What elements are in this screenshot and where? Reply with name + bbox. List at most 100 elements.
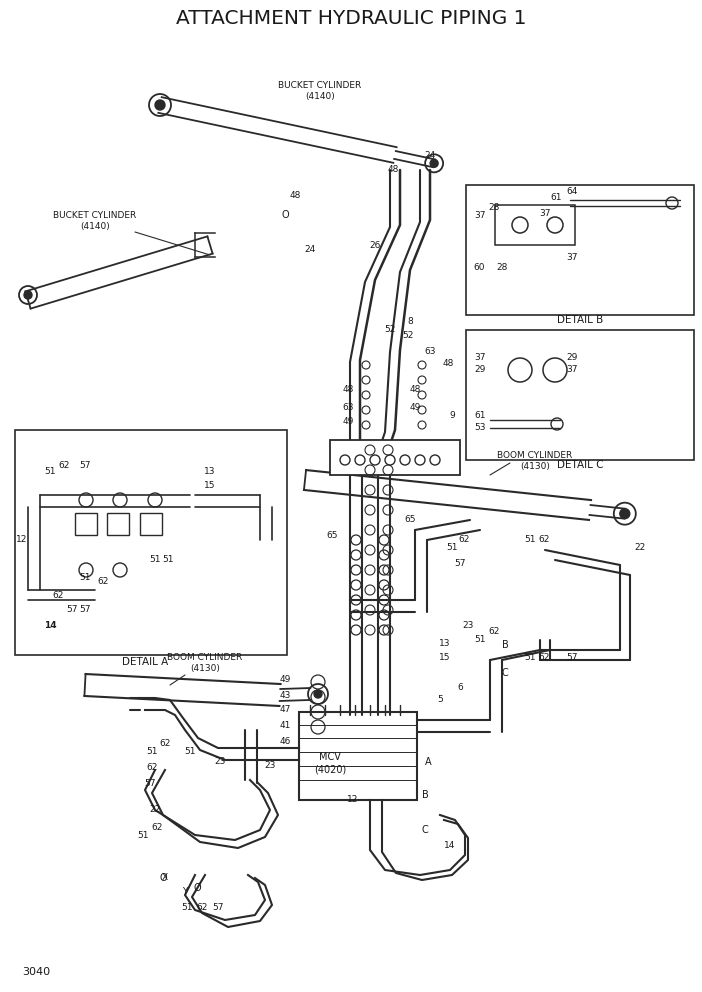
Text: 46: 46 bbox=[279, 736, 291, 746]
Text: 37: 37 bbox=[475, 210, 486, 219]
Text: 51: 51 bbox=[181, 903, 193, 912]
Text: 51: 51 bbox=[524, 536, 536, 545]
Text: 48: 48 bbox=[289, 190, 300, 199]
Text: 26: 26 bbox=[369, 240, 380, 250]
Text: 51: 51 bbox=[184, 748, 196, 757]
Bar bbox=[15, 430, 287, 655]
Text: 22: 22 bbox=[150, 806, 161, 814]
Text: (4020): (4020) bbox=[314, 765, 346, 775]
Text: 3040: 3040 bbox=[22, 967, 50, 977]
Text: 57: 57 bbox=[66, 605, 78, 614]
Text: 41: 41 bbox=[279, 721, 291, 730]
Circle shape bbox=[155, 100, 165, 110]
Text: 61: 61 bbox=[550, 193, 562, 202]
Text: 60: 60 bbox=[473, 264, 485, 273]
Text: 37: 37 bbox=[539, 208, 551, 217]
Text: 29: 29 bbox=[567, 352, 578, 361]
Text: BOOM CYLINDER: BOOM CYLINDER bbox=[167, 654, 243, 663]
Text: 62: 62 bbox=[159, 738, 171, 748]
Text: B: B bbox=[502, 640, 508, 650]
Text: 13: 13 bbox=[204, 467, 216, 476]
Text: 65: 65 bbox=[326, 531, 338, 540]
Text: DETAIL A: DETAIL A bbox=[122, 657, 168, 667]
Text: 51: 51 bbox=[162, 556, 174, 564]
Text: 37: 37 bbox=[475, 352, 486, 361]
Text: O: O bbox=[159, 873, 167, 883]
Text: 48: 48 bbox=[388, 166, 399, 175]
Text: B: B bbox=[422, 790, 428, 800]
Text: BUCKET CYLINDER: BUCKET CYLINDER bbox=[53, 210, 137, 219]
Text: O: O bbox=[193, 883, 201, 893]
Text: 49: 49 bbox=[409, 403, 420, 412]
Text: 51: 51 bbox=[44, 467, 55, 476]
Circle shape bbox=[24, 291, 32, 299]
Text: DETAIL B: DETAIL B bbox=[557, 315, 603, 325]
Bar bbox=[466, 185, 694, 315]
Text: 52: 52 bbox=[384, 325, 396, 334]
Text: 37: 37 bbox=[567, 253, 578, 262]
Text: 57: 57 bbox=[79, 605, 91, 614]
Text: MCV: MCV bbox=[319, 752, 341, 762]
Text: 52: 52 bbox=[402, 330, 413, 339]
Text: 49: 49 bbox=[343, 418, 354, 427]
Text: 12: 12 bbox=[347, 796, 359, 805]
Text: 62: 62 bbox=[489, 628, 500, 637]
Text: C: C bbox=[422, 825, 428, 835]
Text: 65: 65 bbox=[404, 516, 416, 525]
Text: 62: 62 bbox=[58, 460, 69, 469]
Text: 51: 51 bbox=[524, 654, 536, 663]
Text: 24: 24 bbox=[425, 151, 436, 160]
Text: O: O bbox=[282, 210, 289, 220]
Text: 57: 57 bbox=[567, 654, 578, 663]
Text: BOOM CYLINDER: BOOM CYLINDER bbox=[498, 450, 573, 459]
Text: 9: 9 bbox=[449, 411, 455, 420]
Text: 8: 8 bbox=[407, 317, 413, 326]
Text: 57: 57 bbox=[212, 903, 224, 912]
Text: 62: 62 bbox=[152, 822, 163, 831]
Circle shape bbox=[620, 509, 630, 519]
Text: 37: 37 bbox=[567, 365, 578, 375]
Text: 48: 48 bbox=[409, 386, 420, 395]
Text: 62: 62 bbox=[146, 764, 158, 773]
Text: 23: 23 bbox=[265, 761, 276, 770]
Text: 63: 63 bbox=[343, 403, 354, 412]
Text: 23: 23 bbox=[214, 758, 225, 767]
Text: 51: 51 bbox=[446, 544, 458, 553]
Text: 28: 28 bbox=[489, 202, 500, 211]
Text: 62: 62 bbox=[538, 654, 550, 663]
Text: 6: 6 bbox=[457, 683, 463, 692]
Text: 47: 47 bbox=[279, 705, 291, 714]
Text: 28: 28 bbox=[496, 264, 508, 273]
Text: 62: 62 bbox=[197, 903, 208, 912]
Bar bbox=[330, 440, 460, 475]
Text: 57: 57 bbox=[144, 780, 156, 789]
Text: 62: 62 bbox=[538, 536, 550, 545]
Text: C: C bbox=[502, 668, 508, 678]
Bar bbox=[495, 205, 575, 245]
Text: A: A bbox=[425, 757, 431, 767]
Bar bbox=[140, 513, 162, 535]
Text: ATTACHMENT HYDRAULIC PIPING 1: ATTACHMENT HYDRAULIC PIPING 1 bbox=[176, 9, 526, 28]
Text: 53: 53 bbox=[475, 424, 486, 433]
Text: 51: 51 bbox=[475, 636, 486, 645]
Circle shape bbox=[430, 160, 438, 168]
Text: 51: 51 bbox=[150, 556, 161, 564]
Text: (4140): (4140) bbox=[305, 91, 335, 100]
Text: 57: 57 bbox=[454, 558, 465, 567]
Circle shape bbox=[314, 690, 322, 698]
Text: 14: 14 bbox=[444, 840, 456, 849]
Text: DETAIL C: DETAIL C bbox=[557, 460, 603, 470]
Text: 23: 23 bbox=[463, 621, 474, 630]
Text: 61: 61 bbox=[475, 411, 486, 420]
Text: 48: 48 bbox=[343, 386, 354, 395]
Text: 29: 29 bbox=[475, 365, 486, 375]
Text: 12: 12 bbox=[16, 536, 27, 545]
Text: 5: 5 bbox=[437, 695, 443, 704]
Bar bbox=[299, 712, 417, 800]
Text: 43: 43 bbox=[279, 690, 291, 699]
Text: Y: Y bbox=[183, 888, 187, 897]
Text: 64: 64 bbox=[567, 187, 578, 196]
Text: 62: 62 bbox=[98, 577, 109, 586]
Text: BUCKET CYLINDER: BUCKET CYLINDER bbox=[279, 80, 362, 89]
Text: 63: 63 bbox=[424, 347, 436, 356]
